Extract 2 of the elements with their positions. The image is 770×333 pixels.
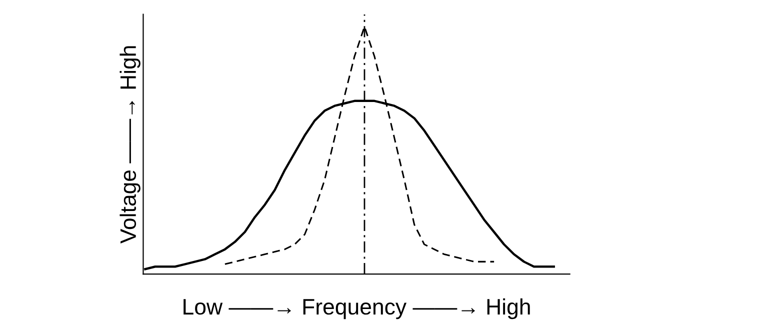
y-axis-title: Voltage ——→ High [120,46,140,244]
x-axis-title: Low ——→ Frequency ——→ High [184,298,530,320]
